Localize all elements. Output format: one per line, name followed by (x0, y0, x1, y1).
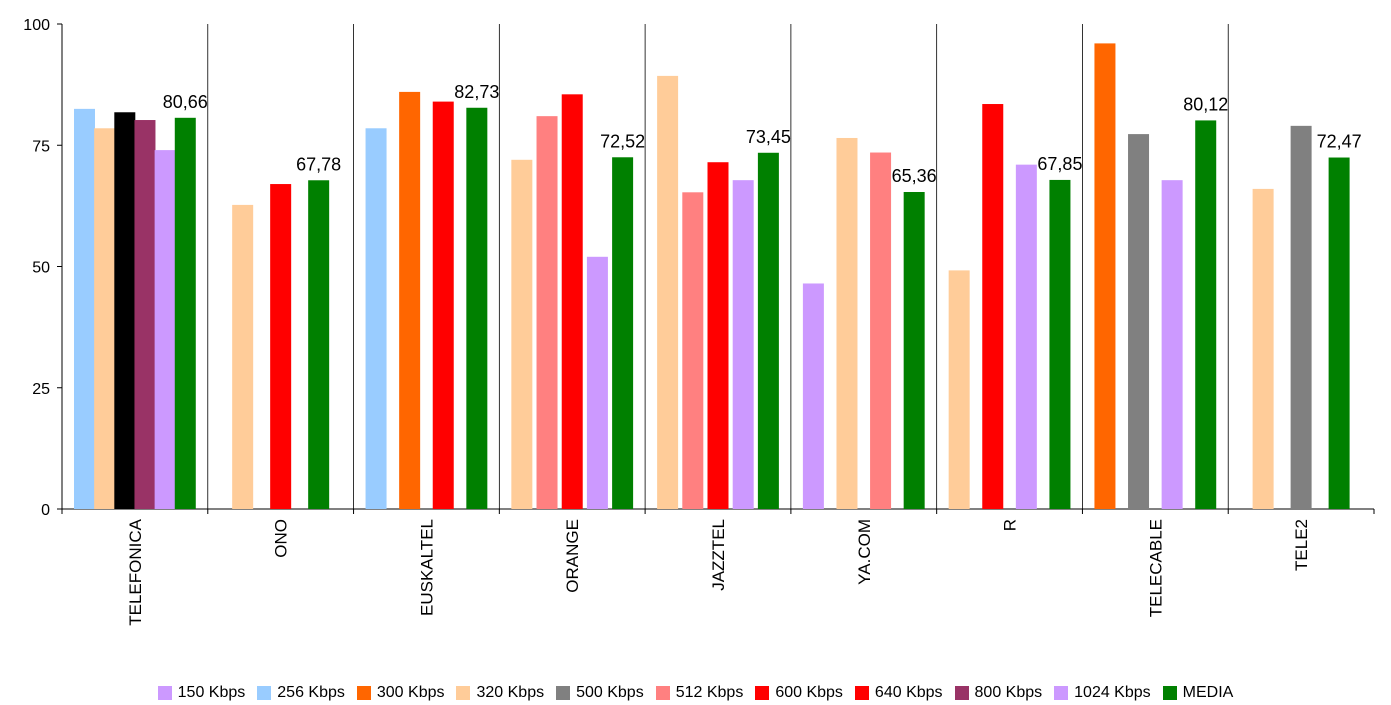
y-tick-label: 100 (23, 17, 50, 34)
legend-swatch (1162, 686, 1177, 700)
bar-tele2-320-kbps (1252, 188, 1274, 509)
bar-telecable-300-kbps (1094, 43, 1116, 510)
media-data-label: 67,85 (1037, 154, 1082, 174)
legend-swatch (356, 686, 371, 700)
legend-label: MEDIA (1182, 684, 1234, 701)
bar-jazztel-512-kbps (682, 192, 704, 510)
legend-swatch (1054, 686, 1069, 700)
legend-item: 300 Kbps (356, 684, 445, 702)
legend-item: 320 Kbps (456, 684, 544, 702)
bar-r-320-kbps (948, 270, 970, 509)
media-data-label: 72,47 (1317, 132, 1362, 152)
legend-item: 150 Kbps (157, 684, 246, 702)
x-category-label: TELEFONICA (126, 518, 145, 625)
x-category-label: YA.COM (855, 519, 874, 585)
bar-telefonica-800-kbps (134, 120, 156, 509)
legend-swatch (755, 686, 770, 700)
bar-tele2-media (1328, 157, 1350, 509)
x-category-label: ORANGE (563, 519, 582, 593)
legend-item: 1024 Kbps (1054, 684, 1151, 702)
media-data-label: 82,73 (454, 82, 499, 102)
legend-swatch (954, 686, 969, 700)
x-category-label: ONO (272, 519, 291, 558)
bar-jazztel-640-kbps (707, 162, 729, 509)
bar-orange-media (612, 157, 634, 509)
legend-label: 300 Kbps (376, 684, 445, 701)
legend-item: 500 Kbps (556, 684, 644, 702)
bar-ono-320-kbps (232, 204, 254, 509)
bar-orange-600-kbps (561, 94, 583, 509)
legend-swatch (655, 686, 670, 700)
media-data-label: 72,52 (600, 131, 645, 151)
legend-item: MEDIA (1162, 684, 1234, 702)
legend-swatch (556, 686, 571, 700)
legend-label: 320 Kbps (476, 684, 545, 701)
bar-jazztel-media (757, 152, 779, 509)
bar-ono-640-kbps (270, 184, 292, 510)
bar-ya-com-media (903, 192, 925, 509)
legend-label: 256 Kbps (277, 684, 345, 701)
bar-tele2-500-kbps (1290, 125, 1312, 509)
y-tick-label: 50 (32, 260, 50, 277)
x-category-label: EUSKALTEL (417, 519, 436, 616)
chart-legend: 150 Kbps 256 Kbps 300 Kbps 320 Kbps 500 Kbps… (0, 682, 1391, 704)
bar-orange-1024-kbps (586, 256, 608, 509)
legend-item: 640 Kbps (854, 684, 943, 702)
bar-telecable-500-kbps (1128, 134, 1150, 509)
bar-telefonica-256-kbps (74, 108, 95, 509)
bar-telefonica-1024-kbps (154, 150, 176, 509)
legend-label: 800 Kbps (974, 684, 1043, 701)
legend-swatch (157, 686, 172, 700)
y-tick-label: 75 (32, 138, 50, 155)
bar-telefonica-media (174, 117, 196, 509)
legend-label: 150 Kbps (177, 684, 246, 701)
bar-orange-320-kbps (511, 159, 533, 510)
legend-item: 600 Kbps (755, 684, 843, 702)
bar-telefonica-700-kbps (114, 112, 136, 510)
media-data-label: 67,78 (296, 154, 341, 174)
bar-ya-com-150-kbps (802, 283, 824, 509)
x-category-label: JAZZTEL (709, 519, 728, 591)
x-category-label: TELECABLE (1146, 519, 1165, 617)
bar-euskaltel-300-kbps (399, 91, 421, 510)
media-data-label: 65,36 (892, 166, 937, 186)
legend-swatch (854, 686, 869, 700)
bar-telecable-media (1195, 120, 1217, 509)
legend-label: 640 Kbps (874, 684, 943, 701)
legend-swatch (456, 686, 471, 700)
bar-jazztel-320-kbps (657, 75, 679, 510)
x-category-label: R (1001, 519, 1020, 531)
legend-label: 1024 Kbps (1074, 684, 1151, 701)
legend-label: 600 Kbps (775, 684, 843, 701)
bar-ono-media (308, 180, 330, 509)
y-tick-label: 0 (41, 502, 50, 519)
bar-orange-512-kbps (536, 116, 558, 510)
bar-telefonica-320-kbps (94, 128, 116, 509)
bar-ya-com-320-kbps (836, 137, 858, 509)
bar-telecable-1024-kbps (1161, 180, 1183, 510)
bar-ya-com-512-kbps (870, 152, 892, 509)
bar-jazztel-1024-kbps (732, 180, 754, 510)
legend-label: 500 Kbps (576, 684, 644, 701)
bar-euskaltel-media (466, 107, 488, 510)
media-data-label: 80,12 (1183, 94, 1228, 114)
legend-swatch (257, 686, 272, 700)
bar-r-640-kbps (982, 104, 1004, 510)
legend-item: 512 Kbps (655, 684, 744, 702)
bar-euskaltel-256-kbps (365, 128, 387, 509)
media-data-label: 80,66 (163, 92, 208, 112)
legend-item: 800 Kbps (954, 684, 1043, 702)
bar-r-1024-kbps (1015, 164, 1037, 509)
x-category-label: TELE2 (1292, 519, 1311, 571)
legend-label: 512 Kbps (675, 684, 744, 701)
legend-item: 256 Kbps (257, 684, 345, 702)
media-data-label: 73,45 (746, 127, 791, 147)
y-tick-label: 25 (32, 381, 50, 398)
bar-r-media (1049, 179, 1071, 510)
bar-euskaltel-600-kbps (432, 101, 454, 509)
